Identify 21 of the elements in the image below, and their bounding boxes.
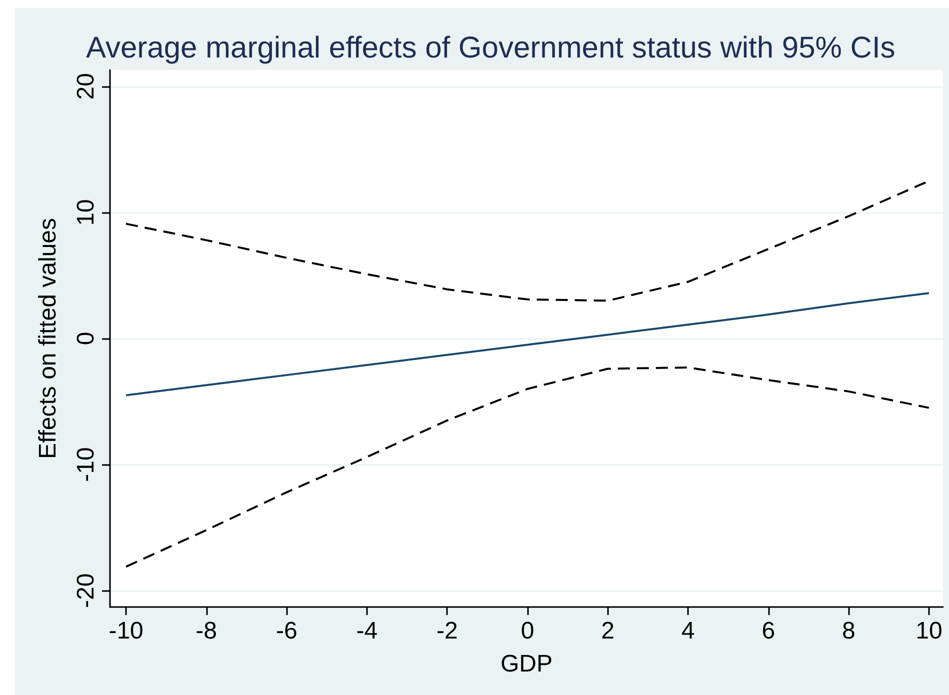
x-tick-label: 6 [762, 618, 776, 644]
x-tick-label: 4 [681, 618, 695, 644]
y-tick-label: 10 [72, 199, 100, 226]
y-tick-label: -10 [72, 447, 100, 482]
x-tick-label: 2 [601, 618, 614, 644]
x-tick-label: -8 [196, 618, 218, 644]
line-series [125, 366, 930, 568]
y-tick-label: -20 [72, 573, 100, 608]
y-tick-label: 0 [72, 332, 100, 346]
x-axis-title: GDP [500, 650, 553, 678]
x-tick-label: -6 [276, 618, 298, 644]
x-tick-label: -10 [108, 618, 144, 644]
line-series [125, 292, 930, 396]
x-tick-label: -4 [356, 618, 378, 644]
y-tick-label: 20 [72, 73, 100, 100]
x-tick-label: 8 [842, 618, 856, 644]
x-tick-label: -2 [436, 618, 458, 644]
y-axis-title: Effects on fitted values [34, 218, 62, 460]
x-tick-label: 10 [916, 618, 942, 644]
x-tick-label: 0 [520, 618, 534, 644]
chart-title: Average marginal effects of Government status with 95% CIs [86, 32, 896, 64]
